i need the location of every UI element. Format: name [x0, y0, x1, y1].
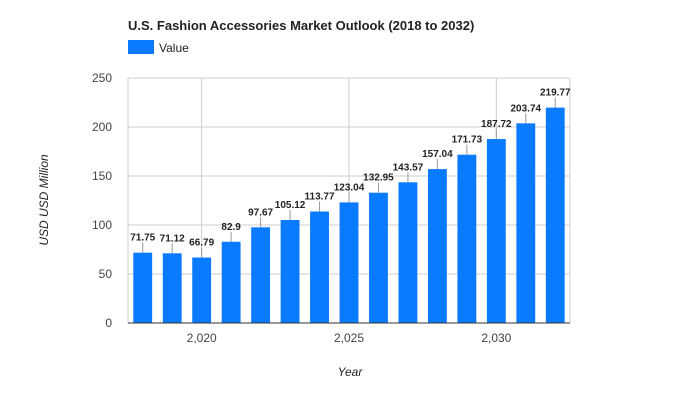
data-label: 97.67 — [248, 207, 273, 218]
data-label: 66.79 — [189, 238, 214, 249]
bar[interactable] — [162, 253, 182, 323]
data-label: 113.77 — [305, 192, 335, 203]
bar[interactable] — [133, 252, 153, 323]
data-label: 123.04 — [334, 182, 365, 193]
y-tick-label: 250 — [92, 71, 112, 85]
data-labels: 71.75 71.12 66.79 82.9 97.67105.12113.77123.… — [130, 88, 571, 258]
x-axis-title: Year — [338, 365, 364, 379]
chart-title: U.S. Fashion Accessories Market Outlook … — [128, 18, 474, 33]
bar[interactable] — [457, 154, 477, 323]
data-label: 82.9 — [221, 222, 241, 233]
bar[interactable] — [486, 139, 506, 323]
data-label: 187.72 — [481, 119, 512, 130]
bar[interactable] — [398, 182, 418, 323]
data-label: 203.74 — [511, 103, 542, 114]
axes: 0 50 100 150 200 250 2,020 2,025 2,030 — [92, 71, 570, 345]
data-label: 157.04 — [422, 149, 453, 160]
data-label: 171.73 — [452, 135, 483, 146]
x-tick-label: 2,020 — [187, 331, 217, 345]
bar[interactable] — [427, 169, 447, 323]
bar[interactable] — [516, 123, 536, 323]
bar[interactable] — [369, 192, 388, 323]
y-tick-label: 150 — [92, 169, 112, 183]
legend-label-value: Value — [159, 41, 189, 55]
data-label: 219.77 — [540, 88, 571, 99]
data-label: 71.12 — [160, 233, 185, 244]
bar[interactable] — [310, 211, 329, 323]
data-label: 71.75 — [130, 233, 155, 244]
bar[interactable] — [339, 202, 359, 323]
y-tick-label: 100 — [92, 218, 112, 232]
y-tick-label: 200 — [92, 120, 112, 134]
legend[interactable]: Value — [128, 40, 189, 55]
data-label: 105.12 — [275, 200, 306, 211]
bar[interactable] — [545, 107, 565, 323]
x-tick-label: 2,025 — [334, 331, 364, 345]
bar[interactable] — [221, 241, 241, 323]
bars — [133, 107, 565, 323]
legend-swatch-value — [128, 40, 154, 54]
bar[interactable] — [280, 219, 300, 323]
bar[interactable] — [192, 257, 212, 323]
y-axis-title: USD USD Million — [37, 154, 51, 246]
bar[interactable] — [251, 227, 271, 323]
y-tick-label: 50 — [99, 267, 113, 281]
grid — [127, 77, 571, 323]
x-tick-label: 2,030 — [481, 331, 511, 345]
y-tick-label: 0 — [105, 316, 112, 330]
data-label: 143.57 — [393, 162, 424, 173]
data-label: 132.95 — [363, 173, 394, 184]
